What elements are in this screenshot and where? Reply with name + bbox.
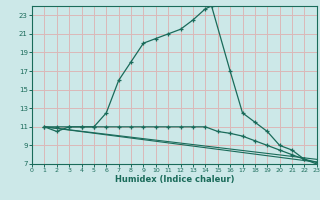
X-axis label: Humidex (Indice chaleur): Humidex (Indice chaleur) xyxy=(115,175,234,184)
